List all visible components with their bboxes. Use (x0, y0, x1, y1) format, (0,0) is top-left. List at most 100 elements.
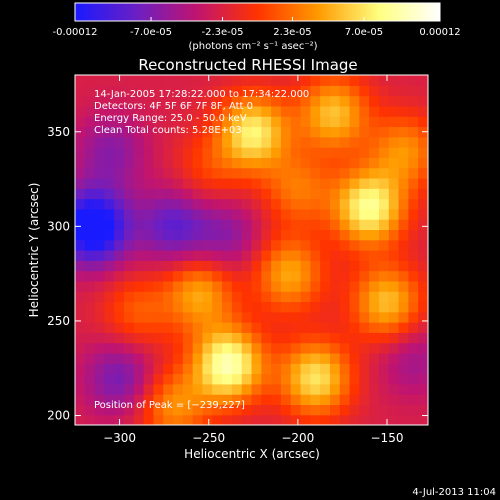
heatmap-cell (231, 95, 243, 107)
heatmap-cell (388, 280, 400, 292)
heatmap-cell (75, 95, 86, 107)
annotation-energy-range: Energy Range: 25.0 - 50.0 keV (94, 113, 247, 124)
heatmap-cell (241, 332, 253, 344)
heatmap-cell (339, 414, 351, 425)
heatmap-cell (94, 322, 106, 333)
heatmap-cell (143, 260, 155, 272)
heatmap-cell (320, 342, 331, 354)
heatmap-cell (173, 332, 184, 344)
heatmap-cell (124, 352, 135, 364)
heatmap-cell (310, 229, 321, 241)
heatmap-cell (182, 147, 194, 158)
heatmap-cell (339, 239, 351, 251)
heatmap-cell (153, 352, 164, 364)
heatmap-cell (222, 342, 233, 354)
heatmap-cell (202, 229, 213, 241)
heatmap-cell (75, 342, 86, 354)
heatmap-cell (222, 188, 233, 200)
heatmap-cell (271, 229, 282, 241)
heatmap-cell (114, 250, 125, 261)
heatmap-cell (310, 219, 321, 231)
heatmap-cell (349, 157, 360, 169)
heatmap-cell (114, 126, 125, 138)
heatmap-cell (143, 229, 155, 241)
heatmap-cell (133, 373, 145, 385)
heatmap-cell (94, 95, 106, 107)
heatmap-cell (300, 85, 311, 97)
heatmap-cell (94, 270, 106, 282)
heatmap-cell (153, 291, 164, 303)
heatmap-cell (94, 250, 106, 261)
heatmap-cell (75, 198, 86, 210)
heatmap-cell (231, 126, 243, 138)
heatmap-cell (202, 311, 213, 323)
heatmap-cell (320, 208, 331, 220)
heatmap-cell (104, 208, 115, 220)
heatmap-cell (359, 322, 370, 333)
heatmap-cell (75, 85, 86, 97)
heatmap-cell (173, 342, 184, 354)
heatmap-cell (300, 291, 311, 303)
heatmap-cell (320, 301, 331, 313)
heatmap-cell (133, 404, 145, 416)
heatmap-cell (84, 188, 96, 200)
heatmap-cell (133, 85, 145, 97)
heatmap-cell (222, 198, 233, 210)
heatmap-cell (75, 383, 86, 395)
heatmap-cell (339, 373, 351, 385)
heatmap-cell (173, 373, 184, 385)
heatmap-cell (192, 167, 204, 179)
annotation-clean-counts: Clean Total counts: 5.28E+03 (94, 125, 242, 136)
heatmap-cell (231, 311, 243, 323)
heatmap-cell (310, 116, 321, 128)
heatmap-cell (173, 291, 184, 303)
heatmap-cell (339, 167, 351, 179)
heatmap-cell (114, 280, 125, 292)
x-tick-label: −300 (103, 431, 136, 445)
heatmap-cell (378, 116, 390, 128)
heatmap-cell (261, 229, 272, 241)
heatmap-cell (398, 311, 409, 323)
heatmap-cell (280, 250, 292, 261)
heatmap-cell (104, 105, 115, 117)
heatmap-cell (124, 157, 135, 169)
heatmap-cell (310, 167, 321, 179)
heatmap-cell (202, 291, 213, 303)
heatmap-cell (75, 105, 86, 117)
heatmap-cell (339, 126, 351, 138)
heatmap-cell (94, 373, 106, 385)
heatmap-cell (280, 322, 292, 333)
heatmap-cell (192, 383, 204, 395)
heatmap-cell (310, 136, 321, 148)
heatmap-cell (369, 291, 380, 303)
heatmap-cell (84, 208, 96, 220)
heatmap-cell (153, 270, 164, 282)
heatmap-cell (212, 414, 223, 425)
heatmap-cell (359, 219, 370, 231)
heatmap-cell (143, 167, 155, 179)
heatmap-cell (261, 95, 272, 107)
heatmap-cell (408, 332, 419, 344)
heatmap-cell (222, 291, 233, 303)
heatmap-cell (271, 291, 282, 303)
heatmap-cell (202, 260, 213, 272)
heatmap-cell (339, 75, 351, 86)
heatmap-cell (94, 105, 106, 117)
heatmap-cell (192, 95, 204, 107)
heatmap-cell (388, 208, 400, 220)
heatmap-cell (173, 363, 184, 375)
heatmap-cell (251, 383, 262, 395)
heatmap-cell (94, 167, 106, 179)
heatmap-cell (251, 404, 262, 416)
heatmap-cell (408, 95, 419, 107)
heatmap-cell (212, 239, 223, 251)
heatmap-cell (124, 260, 135, 272)
heatmap-cell (153, 301, 164, 313)
heatmap-cell (222, 332, 233, 344)
heatmap-cell (339, 198, 351, 210)
heatmap-cell (300, 260, 311, 272)
heatmap-cell (153, 147, 164, 158)
heatmap-cell (290, 208, 302, 220)
heatmap-cell (251, 95, 262, 107)
heatmap-cell (133, 219, 145, 231)
